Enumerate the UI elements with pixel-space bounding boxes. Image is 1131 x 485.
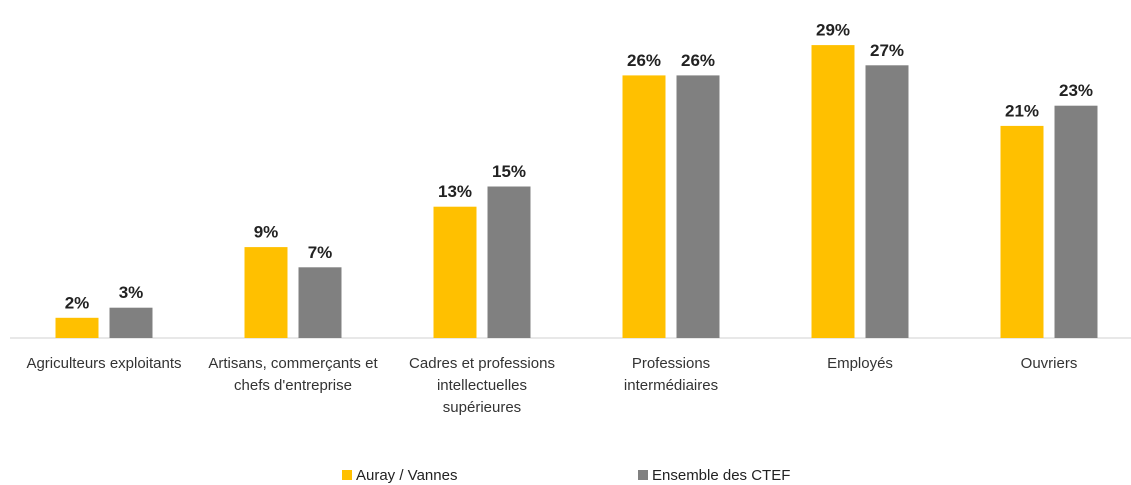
bar <box>865 65 909 339</box>
data-label: 13% <box>438 182 472 201</box>
bar <box>109 307 153 338</box>
x-tick-label: Artisans, commerçants et chefs d'entrepr… <box>208 355 378 394</box>
bar <box>298 267 342 338</box>
bar <box>676 75 720 339</box>
bar <box>55 317 99 338</box>
data-label: 2% <box>65 293 90 312</box>
data-label: 3% <box>119 283 144 302</box>
data-label: 26% <box>681 51 715 70</box>
data-label: 7% <box>308 243 333 262</box>
data-label: 23% <box>1059 81 1093 100</box>
x-tick-label: Cadres et professions intellectuelles su… <box>409 355 555 416</box>
data-label: 27% <box>870 41 904 60</box>
data-label: 15% <box>492 162 526 181</box>
x-tick-label: Professions intermédiaires <box>623 355 719 394</box>
data-label: 9% <box>254 223 279 242</box>
legend-swatch <box>638 470 648 480</box>
data-label: 26% <box>627 51 661 70</box>
data-label: 21% <box>1005 101 1039 120</box>
legend-label: Auray / Vannes <box>356 467 457 484</box>
bar <box>622 75 666 339</box>
bar <box>244 247 288 338</box>
bar <box>1000 125 1044 339</box>
bar <box>433 206 477 338</box>
x-tick-label: Ouvriers <box>1020 355 1078 372</box>
x-tick-label: Employés <box>827 355 893 372</box>
bar <box>1054 105 1098 338</box>
x-tick-label: Agriculteurs exploitants <box>26 355 182 372</box>
bar <box>487 186 531 338</box>
data-label: 29% <box>816 21 850 40</box>
legend-label: Ensemble des CTEF <box>652 467 790 484</box>
bar <box>811 45 855 338</box>
legend-swatch <box>342 470 352 480</box>
